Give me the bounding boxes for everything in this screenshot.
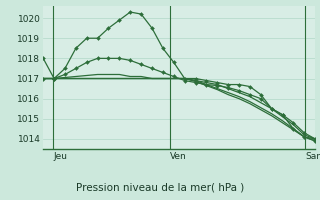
Text: Pression niveau de la mer( hPa ): Pression niveau de la mer( hPa ) [76,182,244,192]
